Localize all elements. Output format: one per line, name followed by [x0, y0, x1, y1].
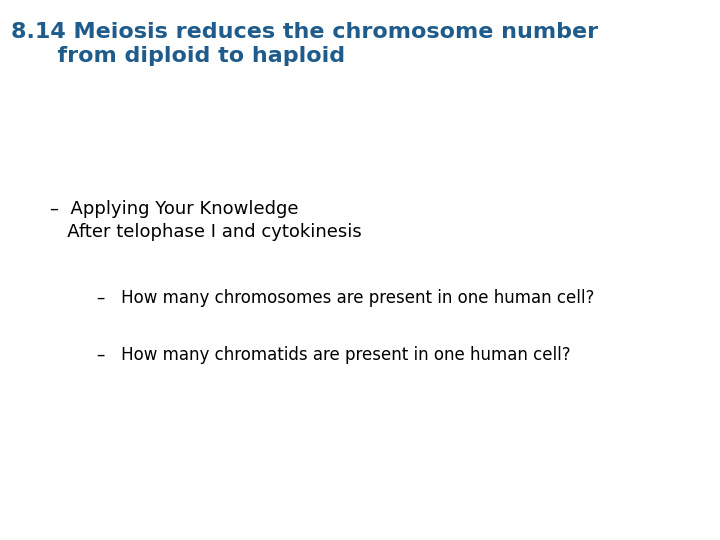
Text: 8.14 Meiosis reduces the chromosome number
      from diploid to haploid: 8.14 Meiosis reduces the chromosome numb…	[11, 22, 598, 65]
Text: –   How many chromatids are present in one human cell?: – How many chromatids are present in one…	[97, 346, 571, 363]
Text: –   How many chromosomes are present in one human cell?: – How many chromosomes are present in on…	[97, 289, 595, 307]
Text: –  Applying Your Knowledge
   After telophase I and cytokinesis: – Applying Your Knowledge After telophas…	[50, 200, 362, 241]
